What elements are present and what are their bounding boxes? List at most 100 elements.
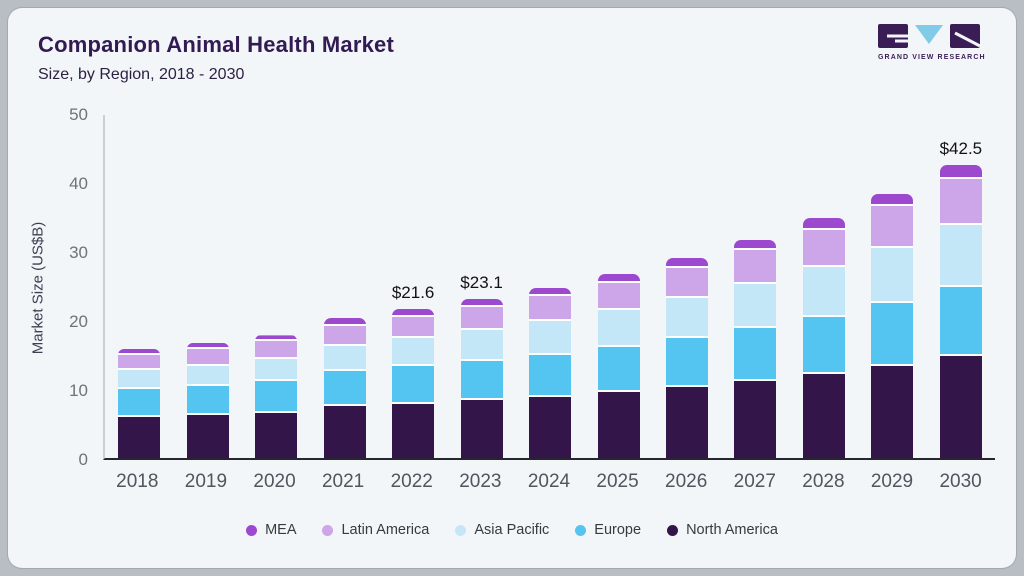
- legend-dot-icon: [455, 524, 467, 536]
- x-tick-label: 2023: [459, 471, 502, 492]
- bar-column-2029: [858, 115, 926, 458]
- stacked-bar-2020: [255, 335, 298, 458]
- bar-column-2020: [242, 115, 310, 458]
- bar-column-2028: [790, 115, 858, 458]
- bar-segment-asia-pacific: [323, 345, 366, 372]
- bar-column-2018: [105, 115, 173, 458]
- bar-segment-north-america: [939, 355, 982, 458]
- stacked-bar-2028: [802, 217, 845, 458]
- value-label-2030: $42.5: [939, 138, 983, 158]
- bar-segment-asia-pacific: [255, 359, 298, 382]
- bar-segment-latin-america: [939, 178, 982, 225]
- bar-column-2030: $42.5: [927, 115, 995, 458]
- bar-segment-europe: [734, 328, 777, 381]
- x-axis-ticks: 2018 2019 2020 2021 2022 2023 2024 2025 2026 2027…: [103, 471, 995, 493]
- bar-segment-asia-pacific: [734, 284, 777, 329]
- y-tick-label: 30: [69, 243, 88, 262]
- x-tick-label: 2022: [390, 471, 433, 492]
- bar-segment-latin-america: [871, 206, 914, 248]
- x-tick-label: 2029: [870, 471, 914, 492]
- bar-column-2024: [516, 115, 584, 458]
- page-subtitle: Size, by Region, 2018 - 2030: [38, 66, 245, 83]
- bar-segment-asia-pacific: [802, 266, 845, 317]
- legend-label: MEA: [265, 522, 297, 538]
- bar-segment-europe: [118, 389, 161, 418]
- bar-segment-europe: [255, 381, 298, 413]
- bar-segment-latin-america: [802, 229, 845, 267]
- bar-segment-north-america: [323, 406, 366, 458]
- bar-segment-asia-pacific: [597, 310, 640, 347]
- bar-segment-asia-pacific: [939, 224, 982, 287]
- y-tick-label: 0: [78, 450, 88, 469]
- y-tick-label: 50: [69, 105, 88, 124]
- bar-segment-europe: [392, 366, 435, 404]
- bar-segment-latin-america: [529, 295, 572, 322]
- bar-segment-asia-pacific: [460, 330, 503, 361]
- stacked-bar-2023: $23.1: [460, 273, 503, 458]
- legend-label: North America: [686, 522, 778, 538]
- bar-segment-latin-america: [460, 306, 503, 331]
- legend-dot-icon: [575, 524, 587, 536]
- bar-segment-latin-america: [665, 267, 708, 298]
- bar-segment-latin-america: [597, 282, 640, 311]
- x-tick-label: 2018: [116, 471, 159, 492]
- bar-segment-north-america: [871, 365, 914, 458]
- y-axis-title: Market Size (US$B): [29, 221, 47, 355]
- bar-column-2023: $23.1: [447, 115, 515, 458]
- bar-segment-mea: [392, 308, 435, 317]
- bar-segment-mea: [665, 257, 708, 268]
- bar-segment-asia-pacific: [186, 365, 229, 386]
- stacked-bar-2019: [186, 342, 229, 458]
- bar-segment-mea: [939, 164, 982, 179]
- bar-segment-asia-pacific: [871, 247, 914, 303]
- bar-segment-europe: [871, 302, 914, 366]
- stacked-bar-2021: [323, 317, 366, 458]
- bar-segment-europe: [939, 286, 982, 356]
- x-tick-label: 2026: [665, 471, 708, 492]
- bar-segment-asia-pacific: [665, 297, 708, 338]
- bar-segment-latin-america: [323, 325, 366, 346]
- stacked-bar-2030: $42.5: [939, 139, 982, 458]
- legend-item-europe: Europe: [575, 522, 641, 538]
- gvr-logo-icon: [878, 24, 981, 48]
- bar-segment-latin-america: [734, 250, 777, 285]
- legend-label: Latin America: [341, 522, 430, 538]
- x-tick-label: 2028: [802, 471, 845, 492]
- legend-dot-icon: [322, 524, 334, 536]
- brand-name: GRAND VIEW RESEARCH: [878, 54, 986, 61]
- x-tick-label: 2019: [184, 471, 228, 492]
- bar-segment-asia-pacific: [392, 337, 435, 367]
- legend-dot-icon: [246, 524, 258, 536]
- legend: MEA Latin America Asia Pacific Europe North …: [8, 522, 1016, 538]
- legend-item-mea: MEA: [246, 522, 296, 538]
- stacked-bar-2024: [529, 287, 572, 458]
- legend-dot-icon: [667, 524, 679, 536]
- bar-column-2026: [653, 115, 721, 458]
- brand-logo: GRAND VIEW RESEARCH: [878, 24, 986, 61]
- bar-segment-europe: [460, 360, 503, 400]
- bar-segment-europe: [529, 354, 572, 397]
- bar-segment-north-america: [460, 400, 503, 458]
- stacked-bar-2025: [597, 273, 640, 458]
- bar-segment-mea: [186, 342, 229, 349]
- bar-segment-mea: [255, 335, 298, 342]
- bar-segment-europe: [323, 371, 366, 407]
- bar-column-2021: [310, 115, 378, 458]
- bar-segment-europe: [665, 337, 708, 387]
- bar-segment-asia-pacific: [529, 321, 572, 355]
- bar-segment-latin-america: [255, 341, 298, 360]
- x-tick-label: 2027: [733, 471, 776, 492]
- bar-segment-europe: [597, 346, 640, 392]
- bar-segment-mea: [734, 239, 777, 251]
- page-title: Companion Animal Health Market: [38, 32, 395, 57]
- bar-segment-north-america: [255, 412, 298, 458]
- bar-segment-mea: [597, 273, 640, 283]
- bar-segment-north-america: [665, 386, 708, 458]
- bar-segment-mea: [871, 193, 914, 207]
- legend-item-north-america: North America: [667, 522, 778, 538]
- y-tick-label: 10: [69, 381, 88, 400]
- bar-segment-mea: [802, 217, 845, 230]
- bar-segment-north-america: [529, 396, 572, 458]
- x-tick-label: 2024: [527, 471, 571, 492]
- bar-column-2022: $21.6: [379, 115, 447, 458]
